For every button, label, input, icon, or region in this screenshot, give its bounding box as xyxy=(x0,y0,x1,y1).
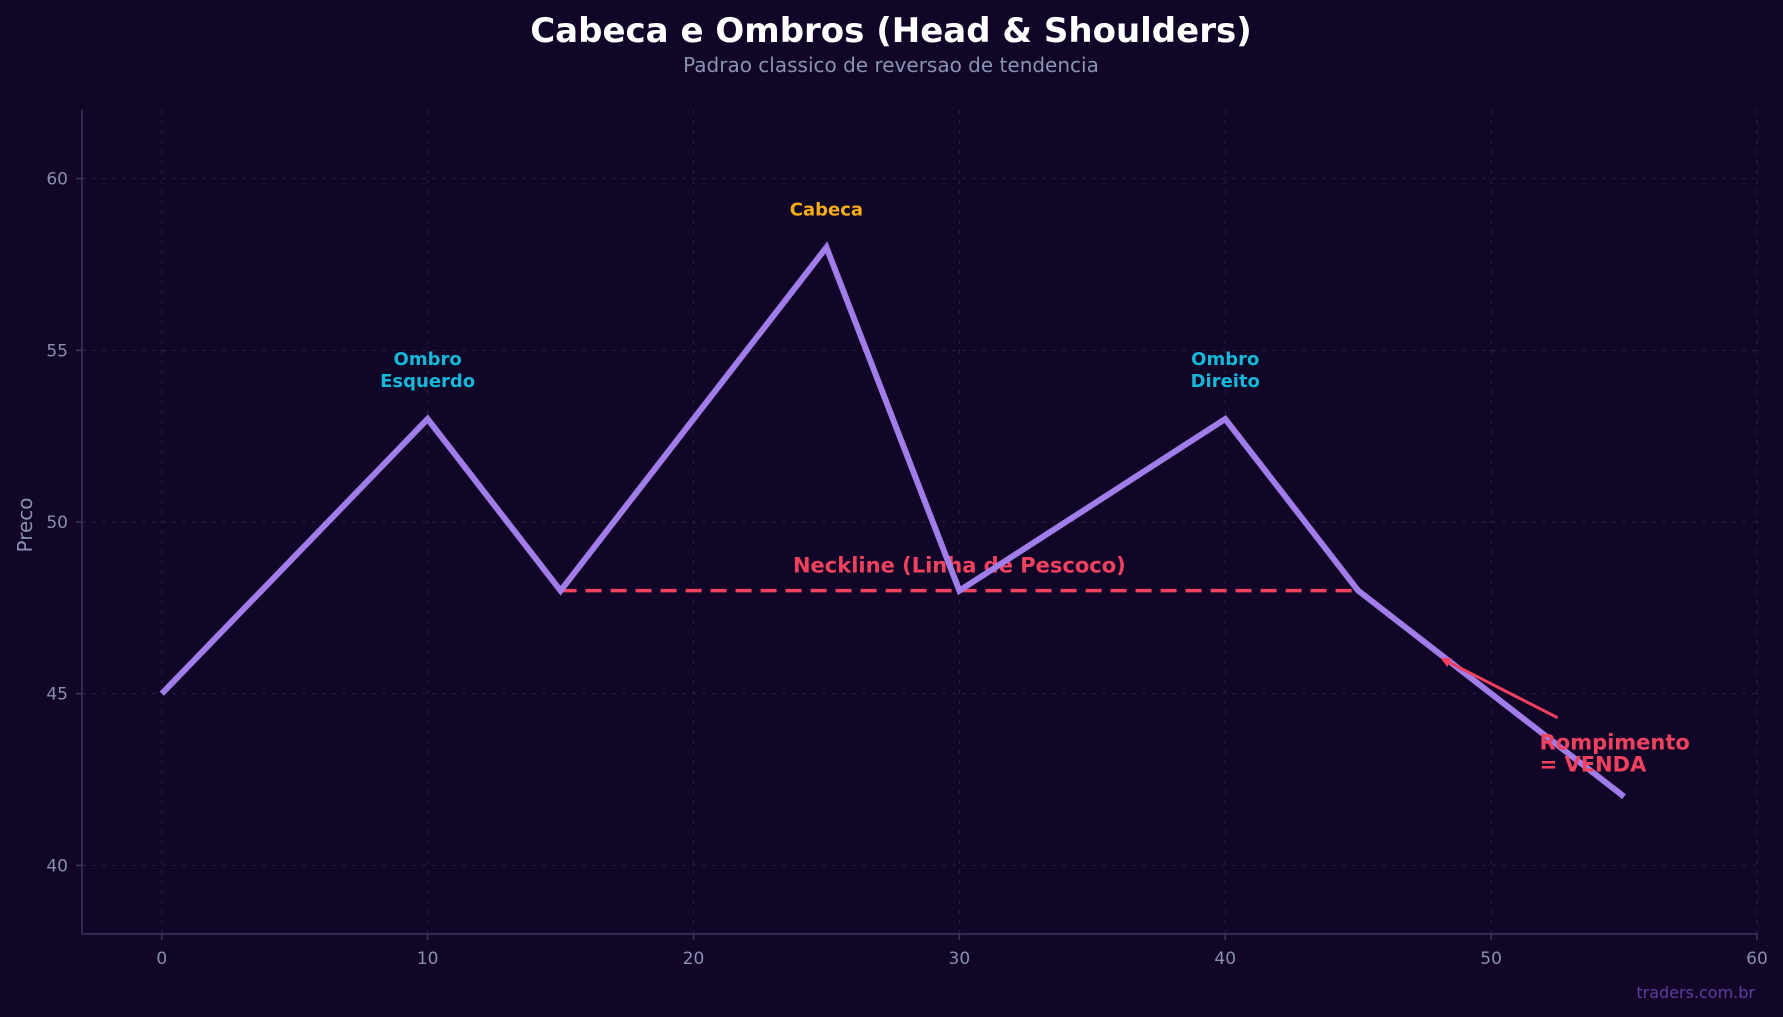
breakout-arrow xyxy=(1440,657,1559,720)
head-label: Cabeca xyxy=(790,199,863,220)
x-tick-label-50: 50 xyxy=(1480,949,1502,969)
y-tick-label-50: 50 xyxy=(46,513,68,533)
tick-labels: 0 10 20 30 40 50 60 40 45 50 55 60 xyxy=(46,170,1767,969)
chart-subtitle: Padrao classico de reversao de tendencia xyxy=(683,53,1099,77)
x-tick-label-40: 40 xyxy=(1214,949,1236,969)
annotations: Ombro Esquerdo Cabeca Ombro Direito xyxy=(380,199,1260,392)
y-tick-label-45: 45 xyxy=(46,685,68,705)
y-tick-label-55: 55 xyxy=(46,341,68,361)
breakout-annotation: Rompimento = VENDA xyxy=(1440,657,1690,777)
left-shoulder-label: Ombro Esquerdo xyxy=(380,349,475,392)
axes xyxy=(76,110,1758,940)
price-series-group xyxy=(159,241,1626,800)
x-tick-label-10: 10 xyxy=(417,949,439,969)
x-tick-label-30: 30 xyxy=(949,949,971,969)
grid xyxy=(82,110,1758,934)
breakout-label: Rompimento = VENDA xyxy=(1540,731,1690,777)
y-axis-label: Preco xyxy=(13,497,37,552)
x-tick-label-20: 20 xyxy=(683,949,705,969)
x-tick-label-0: 0 xyxy=(156,949,167,969)
chart-title: Cabeca e Ombros (Head & Shoulders) xyxy=(530,11,1252,51)
footer-credit: traders.com.br xyxy=(1636,983,1755,1002)
price-line xyxy=(159,241,1626,800)
y-tick-label-40: 40 xyxy=(46,856,68,876)
neckline-group: Neckline (Linha de Pescoco) xyxy=(560,554,1359,593)
y-tick-label-60: 60 xyxy=(46,170,68,190)
x-tick-label-60: 60 xyxy=(1746,949,1768,969)
neckline-label: Neckline (Linha de Pescoco) xyxy=(793,554,1126,578)
right-shoulder-label: Ombro Direito xyxy=(1191,349,1260,392)
